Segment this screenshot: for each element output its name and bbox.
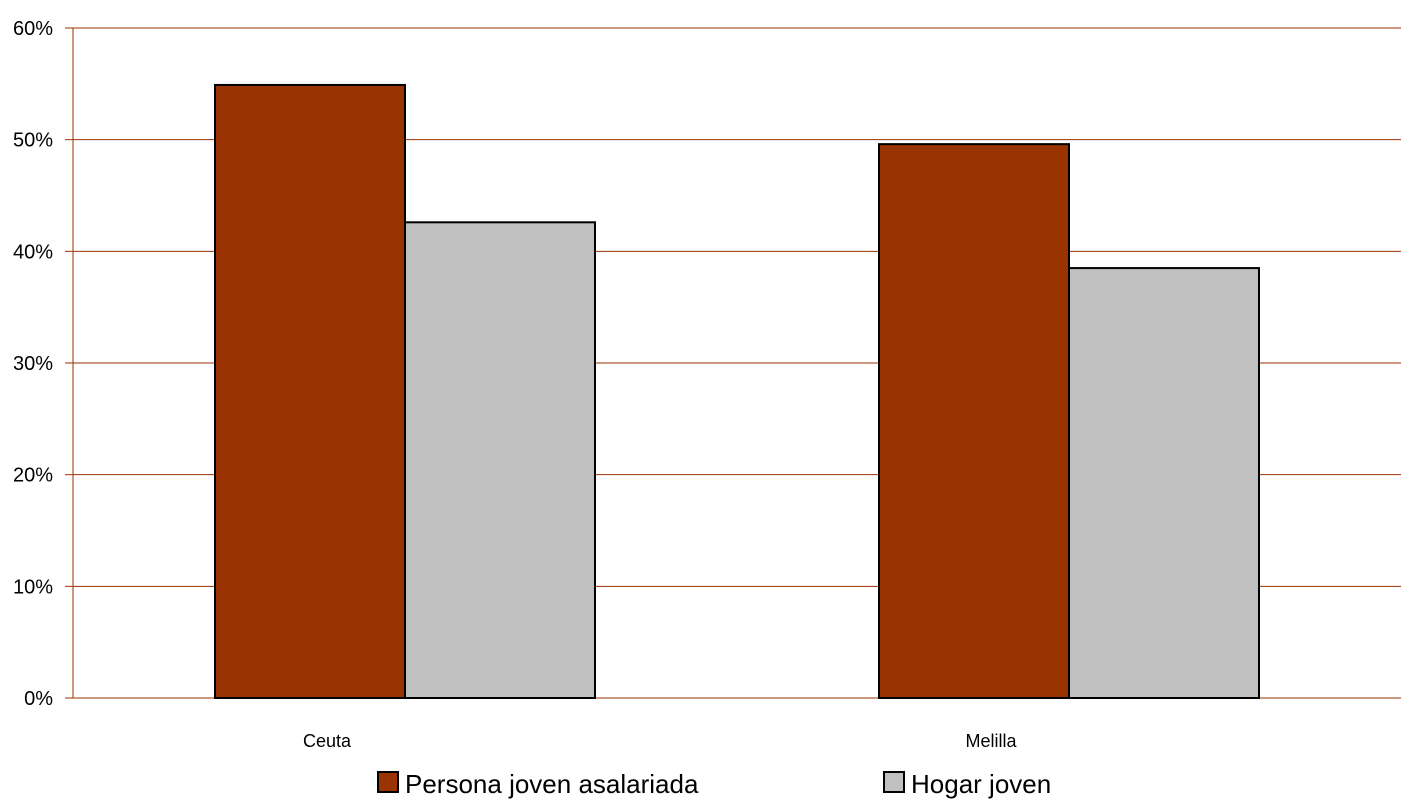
legend-swatch — [377, 771, 399, 793]
legend-label: Hogar joven — [911, 769, 1051, 799]
bar-ceuta-series-2 — [404, 221, 596, 700]
legend-swatch — [883, 771, 905, 793]
bar-ceuta-series-1 — [214, 83, 406, 699]
legend-label: Persona joven asalariada — [405, 769, 699, 799]
legend: Persona joven asalariada Hogar joven — [377, 769, 1051, 799]
y-tick-label: 40% — [13, 241, 53, 263]
category-labels: Ceuta Melilla — [303, 731, 1018, 751]
y-tick-label: 0% — [24, 688, 53, 710]
bar-melilla-series-1 — [878, 143, 1070, 699]
bar-melilla-series-2 — [1068, 267, 1260, 699]
y-tick-label: 20% — [13, 465, 53, 487]
y-tick-label: 10% — [13, 576, 53, 598]
bars — [214, 83, 1260, 700]
y-tick-label: 60% — [13, 18, 53, 40]
y-tick-label: 50% — [13, 130, 53, 152]
category-label: Ceuta — [303, 731, 352, 751]
y-axis: 0% 10% 20% 30% 40% 50% 60% — [13, 18, 74, 710]
category-label: Melilla — [965, 731, 1017, 751]
y-tick-label: 30% — [13, 353, 53, 375]
